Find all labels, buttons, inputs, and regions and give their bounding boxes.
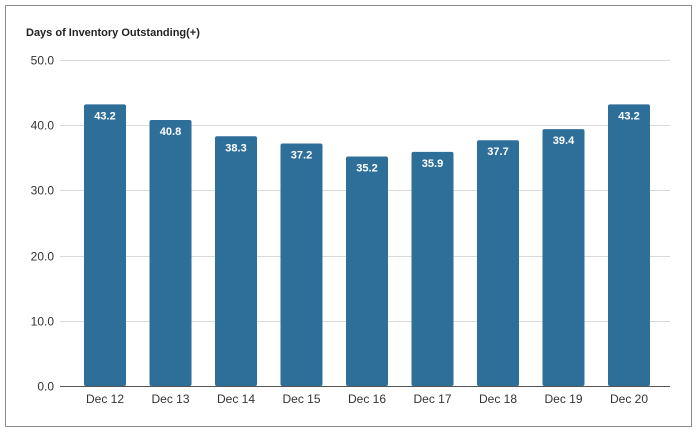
y-tick-label: 0.0 — [37, 380, 54, 394]
bar — [215, 136, 257, 386]
x-tick-label: Dec 15 — [282, 392, 320, 406]
bar — [411, 151, 454, 386]
x-tick-label: Dec 19 — [544, 392, 582, 406]
data-labels: 43.2 40.8 38.3 37.2 35.2 35.9 37.7 39.4 43.2 — [94, 110, 639, 174]
x-tick-label: Dec 20 — [610, 392, 648, 406]
chart-title: Days of Inventory Outstanding(+) — [26, 27, 200, 39]
bar — [149, 119, 192, 386]
bar-value-label: 40.8 — [160, 126, 181, 138]
x-axis-ticks: Dec 12 Dec 13 Dec 14 Dec 15 Dec 16 Dec 17 Dec … — [86, 392, 648, 406]
y-tick-label: 50.0 — [31, 54, 55, 68]
x-tick-label: Dec 16 — [348, 392, 386, 406]
y-axis-ticks: 0.0 10.0 20.0 30.0 40.0 50.0 — [31, 54, 55, 394]
bar — [542, 129, 585, 386]
bar — [346, 156, 388, 386]
bar-value-label: 39.4 — [553, 135, 575, 147]
bar-value-label: 37.2 — [291, 149, 312, 161]
bar-value-label: 37.7 — [487, 146, 508, 158]
bar-value-label: 38.3 — [225, 142, 246, 154]
x-tick-label: Dec 17 — [413, 392, 451, 406]
y-tick-label: 10.0 — [31, 315, 55, 329]
x-tick-label: Dec 18 — [479, 392, 517, 406]
bar-value-label: 43.2 — [94, 110, 115, 122]
y-tick-label: 40.0 — [31, 119, 55, 133]
bar-value-label: 35.2 — [356, 162, 377, 174]
y-tick-label: 20.0 — [31, 250, 55, 264]
bar — [84, 104, 126, 386]
x-tick-label: Dec 14 — [217, 392, 255, 406]
bar-value-label: 43.2 — [618, 110, 639, 122]
bars — [84, 104, 650, 386]
y-tick-label: 30.0 — [31, 184, 55, 198]
bar — [477, 140, 519, 386]
x-tick-label: Dec 13 — [151, 392, 189, 406]
bar — [608, 104, 650, 386]
bar-value-label: 35.9 — [422, 158, 443, 170]
bar — [280, 143, 323, 386]
x-tick-label: Dec 12 — [86, 392, 124, 406]
